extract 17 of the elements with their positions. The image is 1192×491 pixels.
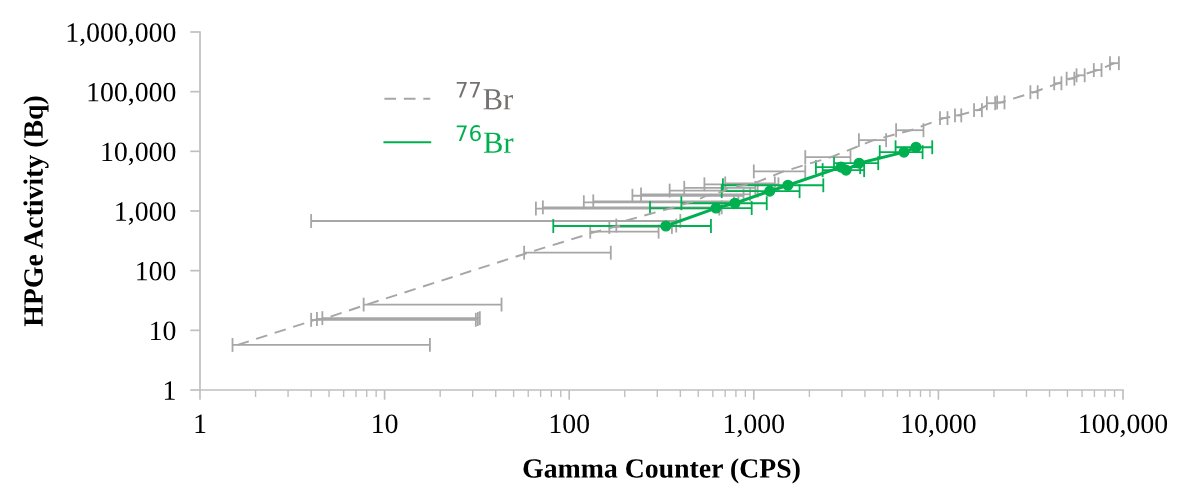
legend-label: $^{77}$Br (456, 82, 513, 110)
y-tick-label: 10 (151, 321, 176, 341)
y-tick-label: 1,000,000 (67, 23, 176, 46)
y-tick-label: 100 (137, 261, 176, 281)
x-tick-label: 100,000 (1080, 414, 1168, 438)
x-tick-label: 10 (373, 414, 398, 434)
x-tick-label: 100 (550, 414, 589, 434)
x-tick-label: 1 (195, 414, 206, 433)
x-tick-label: 10,000 (902, 414, 976, 438)
y-tick-label: 100,000 (88, 82, 176, 106)
x-tick-label: 1,000 (724, 414, 784, 438)
y-tick-label: 1,000 (116, 202, 176, 225)
y-tick-label: 10,000 (102, 142, 176, 166)
x-axis-title: Gamma Counter (CPS) (523, 458, 800, 484)
y-tick-label: 1 (164, 381, 175, 400)
legend-label: $^{76}$Br (456, 125, 514, 153)
y-axis-title: HPGe Activity (Bq) (23, 96, 49, 327)
